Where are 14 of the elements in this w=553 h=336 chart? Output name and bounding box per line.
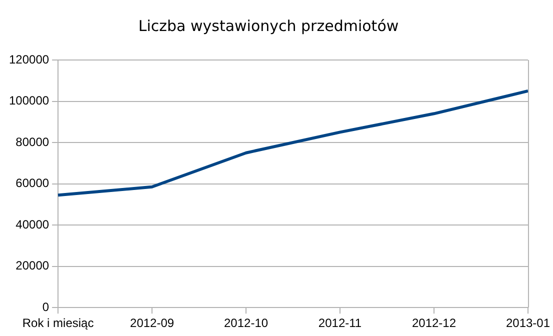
x-tick-label: Rok i miesiąc <box>22 316 94 330</box>
y-tick-label: 40000 <box>16 217 50 232</box>
x-tick-label: 2013-01 <box>506 316 550 330</box>
y-tick-label: 80000 <box>16 134 50 149</box>
y-tick-label: 100000 <box>8 94 50 108</box>
x-tick-label: 2012-09 <box>130 316 174 330</box>
x-tick-label: 2012-10 <box>224 316 268 330</box>
chart-title: Liczba wystawionych przedmiotów <box>138 16 399 35</box>
y-tick-label: 120000 <box>8 52 50 66</box>
x-tick-label: 2012-11 <box>318 316 362 330</box>
y-tick-label: 20000 <box>16 258 50 273</box>
y-tick-label: 60000 <box>16 176 50 190</box>
x-tick-label: 2012-12 <box>412 316 456 330</box>
y-tick-label: 0 <box>42 300 50 314</box>
